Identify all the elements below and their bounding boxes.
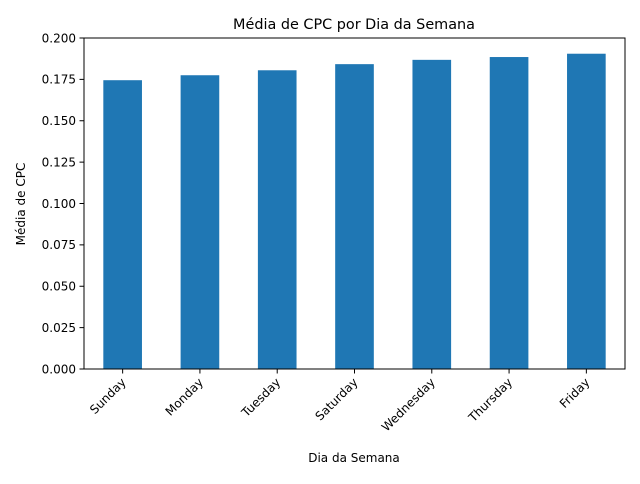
y-tick-label: 0.100 <box>42 197 76 211</box>
x-tick-label: Monday <box>163 375 206 418</box>
x-tick-label: Sunday <box>87 375 129 417</box>
bar-sunday <box>103 80 142 369</box>
y-tick-label: 0.175 <box>42 73 76 87</box>
y-tick-label: 0.125 <box>42 155 76 169</box>
x-axis: Sunday Monday Tuesday Saturday Wednesday Thur… <box>87 369 592 434</box>
y-tick-label: 0.200 <box>42 31 76 45</box>
plot-area <box>83 37 626 370</box>
x-tick-label: Tuesday <box>238 375 283 420</box>
y-tick-label: 0.150 <box>42 114 76 128</box>
x-tick-label: Saturday <box>312 375 360 423</box>
y-tick-label: 0.025 <box>42 321 76 335</box>
y-axis-label: Média de CPC <box>14 163 28 246</box>
bar-saturday <box>335 64 374 370</box>
y-axis: 0.000 0.025 0.050 0.075 0.100 0.125 0.150 0.175… <box>42 31 84 376</box>
bar-wednesday <box>412 59 452 369</box>
x-tick-label: Thursday <box>465 375 515 425</box>
bar-friday <box>567 53 606 369</box>
x-tick-label: Wednesday <box>379 375 438 434</box>
chart-title: Média de CPC por Dia da Semana <box>233 17 475 33</box>
bar-monday <box>180 75 220 370</box>
x-axis-label: Dia da Semana <box>308 451 400 465</box>
bar-tuesday <box>257 70 297 370</box>
y-tick-label: 0.000 <box>42 362 76 376</box>
y-tick-label: 0.075 <box>42 238 76 252</box>
x-tick-label: Friday <box>557 375 593 411</box>
bar-thursday <box>489 57 529 369</box>
y-tick-label: 0.050 <box>42 280 76 294</box>
